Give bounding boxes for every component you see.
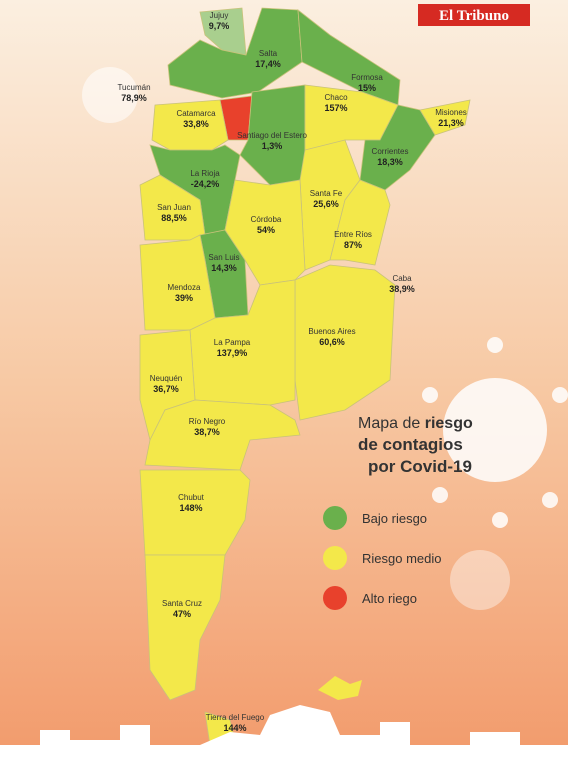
province-name: Buenos Aires <box>308 327 355 336</box>
province-name: Santa Cruz <box>162 599 202 608</box>
province-name: Neuquén <box>150 374 182 383</box>
province-name: Santiago del Estero <box>237 131 307 140</box>
province-name: San Luis <box>208 253 239 262</box>
province-name: Formosa <box>351 73 383 82</box>
province-name: Chaco <box>324 93 348 102</box>
province <box>294 264 396 421</box>
province-value: 47% <box>173 609 191 619</box>
legend-label: Alto riego <box>362 591 417 606</box>
province-name: Santa Fe <box>310 189 343 198</box>
province-value: 54% <box>257 225 275 235</box>
skyline <box>0 705 568 765</box>
province <box>144 554 226 701</box>
province-name: Entre Ríos <box>334 230 372 239</box>
islands <box>318 676 362 700</box>
province-value: 14,3% <box>211 263 237 273</box>
province-value: 21,3% <box>438 118 464 128</box>
province-value: 18,3% <box>377 157 403 167</box>
title: Mapa de riesgo <box>358 415 473 432</box>
province-name: Jujuy <box>210 11 229 20</box>
province-value: 144% <box>223 723 246 733</box>
province-value: 9,7% <box>209 21 230 31</box>
province-name: Mendoza <box>168 283 201 292</box>
province-name: Catamarca <box>176 109 216 118</box>
province-value: 15% <box>358 83 376 93</box>
province-value: 38,7% <box>194 427 220 437</box>
virus-decoration <box>422 337 568 528</box>
province-value: 148% <box>179 503 202 513</box>
province-value: 87% <box>344 240 362 250</box>
title-normal: Mapa de <box>358 415 420 432</box>
sun-decoration <box>450 550 510 610</box>
province-value: 1,3% <box>262 141 283 151</box>
legend-swatch <box>323 546 347 570</box>
sun-decoration <box>82 67 138 123</box>
province-name: La Pampa <box>214 338 251 347</box>
title: por Covid-19 <box>368 457 472 476</box>
legend-label: Bajo riesgo <box>362 511 427 526</box>
province-name: Misiones <box>435 108 467 117</box>
province-value: 33,8% <box>183 119 209 129</box>
province-name: Tucumán <box>117 83 150 92</box>
province-name: Salta <box>259 49 278 58</box>
brand: El Tribuno <box>439 8 509 24</box>
province <box>139 234 216 331</box>
province <box>329 179 391 266</box>
province-name: Río Negro <box>189 417 226 426</box>
title-bold: riesgo <box>425 415 473 432</box>
province-value: -24,2% <box>191 179 220 189</box>
province-value: 60,6% <box>319 337 345 347</box>
legend-swatch <box>323 586 347 610</box>
province <box>144 399 301 471</box>
province-name: San Juan <box>157 203 191 212</box>
province-name: Tierra del Fuego <box>206 713 265 722</box>
province-value: 78,9% <box>121 93 147 103</box>
province-value: 157% <box>324 103 347 113</box>
legend-swatch <box>323 506 347 530</box>
province-name: Chubut <box>178 493 205 502</box>
province-name: Caba <box>392 274 412 283</box>
province-name: La Rioja <box>190 169 220 178</box>
province-name: Córdoba <box>251 215 282 224</box>
province-value: 38,9% <box>389 284 415 294</box>
province-value: 137,9% <box>217 348 248 358</box>
province-value: 25,6% <box>313 199 339 209</box>
legend-label: Riesgo medio <box>362 551 442 566</box>
province-value: 36,7% <box>153 384 179 394</box>
province-name: Corrientes <box>372 147 409 156</box>
province-value: 17,4% <box>255 59 281 69</box>
brand-box <box>418 4 530 26</box>
province-value: 39% <box>175 293 193 303</box>
province-value: 88,5% <box>161 213 187 223</box>
title: de contagios <box>358 435 463 454</box>
